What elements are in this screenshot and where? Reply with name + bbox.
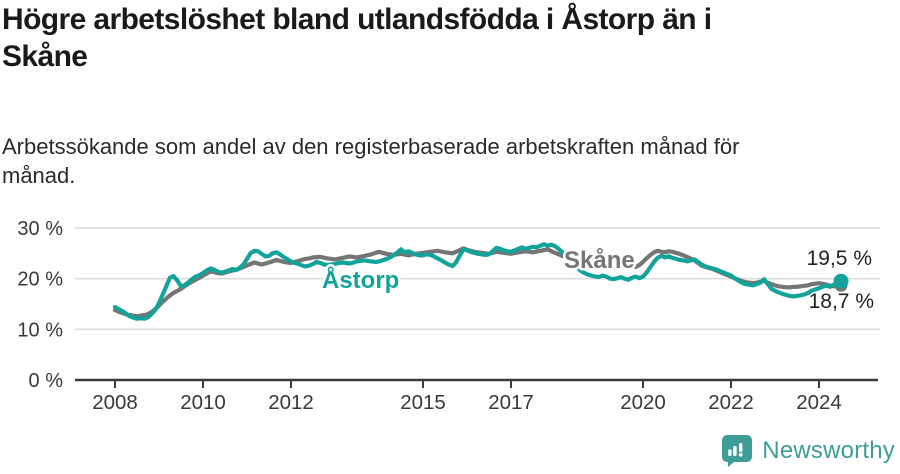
- end-value-label-åstorp: 19,5 %: [807, 247, 872, 270]
- chart-subtitle-line-1: Arbetssökande som andel av den registerb…: [2, 134, 740, 159]
- x-axis-tick-label: 2015: [400, 391, 446, 414]
- end-value-label-skåne: 18,7 %: [809, 290, 874, 313]
- page-title-line-2: Skåne: [2, 39, 88, 73]
- page-title-line-1: Högre arbetslöshet bland utlandsfödda i …: [2, 3, 712, 36]
- series-label-åstorp: Åstorp: [322, 266, 399, 294]
- x-axis-tick-label: 2017: [488, 391, 534, 414]
- series-layer: [112, 242, 849, 321]
- brand-footer: Newsworthy: [721, 434, 895, 468]
- series-label-skåne: Skåne: [564, 247, 635, 274]
- x-axis-tick-label: 2024: [796, 391, 842, 414]
- x-axis-tick-label: 2022: [708, 391, 754, 414]
- y-axis-tick-label: 30 %: [17, 218, 63, 240]
- brand-name: Newsworthy: [762, 437, 895, 464]
- chart-subtitle-line-2: månad.: [2, 163, 76, 189]
- x-axis-tick-label: 2012: [268, 391, 314, 414]
- line-chart: 30 % 20 % 10 % 0 % 2008 2010 2012 2015 2017 2020 2…: [0, 205, 900, 420]
- chart-subtitle: Arbetssökande som andel av den registerb…: [2, 132, 832, 190]
- x-axis-tick-label: 2010: [180, 391, 226, 414]
- series-end-dot-åstorp: [833, 273, 849, 289]
- x-axis-tick-label: 2008: [92, 391, 138, 414]
- gridlines-layer: [75, 227, 880, 331]
- chart-svg: 30 % 20 % 10 % 0 % 2008 2010 2012 2015 2017 2020 2…: [17, 218, 880, 414]
- y-axis-tick-label: 10 %: [17, 319, 63, 341]
- x-axis-tick-label: 2020: [620, 391, 666, 414]
- y-axis-tick-label: 0 %: [29, 370, 64, 392]
- series-line-skåne: [112, 246, 844, 319]
- labels-layer: Skåne Åstorp 18,7 % 19,5 %: [320, 245, 875, 314]
- page-title: Högre arbetslöshet bland utlandsfödda i …: [2, 2, 882, 75]
- y-axis-tick-label: 20 %: [17, 269, 63, 291]
- newsworthy-logo-icon: [722, 435, 753, 467]
- axis-layer: 30 % 20 % 10 % 0 % 2008 2010 2012 2015 2017 2020 2…: [17, 218, 878, 414]
- series-line-åstorp: [112, 242, 844, 321]
